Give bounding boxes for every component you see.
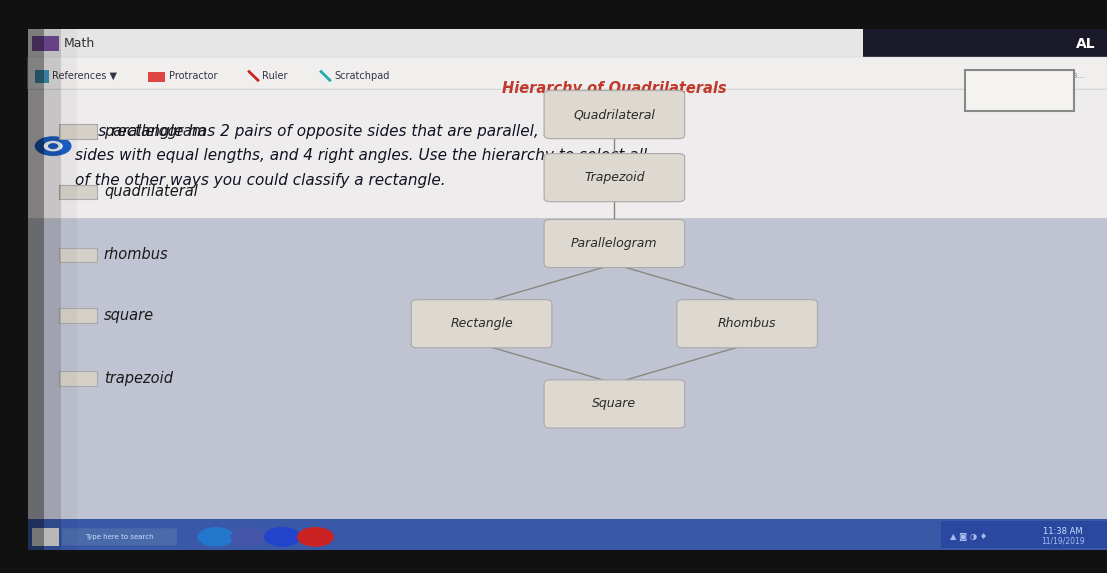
- FancyBboxPatch shape: [545, 91, 684, 139]
- FancyBboxPatch shape: [941, 521, 1107, 548]
- Text: Protractor: Protractor: [169, 71, 218, 81]
- FancyBboxPatch shape: [28, 89, 1107, 218]
- FancyBboxPatch shape: [28, 519, 1107, 550]
- FancyBboxPatch shape: [28, 29, 1107, 57]
- FancyBboxPatch shape: [0, 0, 28, 573]
- FancyBboxPatch shape: [35, 70, 49, 83]
- Circle shape: [35, 137, 71, 155]
- Text: Quadrilateral: Quadrilateral: [573, 108, 655, 121]
- FancyBboxPatch shape: [59, 185, 97, 199]
- Text: trapezoid: trapezoid: [104, 371, 173, 386]
- FancyBboxPatch shape: [59, 308, 97, 323]
- FancyBboxPatch shape: [0, 550, 1107, 573]
- Text: Parallelogram: Parallelogram: [571, 237, 658, 250]
- Text: Type here to search: Type here to search: [85, 534, 154, 540]
- FancyBboxPatch shape: [148, 72, 165, 82]
- Circle shape: [298, 528, 333, 546]
- FancyBboxPatch shape: [28, 29, 44, 550]
- Circle shape: [231, 528, 267, 546]
- Text: Trapezoid: Trapezoid: [584, 171, 644, 184]
- FancyBboxPatch shape: [59, 371, 97, 386]
- Text: www.k.123...: www.k.123...: [1039, 73, 1085, 79]
- Text: of the other ways you could classify a rectangle.: of the other ways you could classify a r…: [75, 173, 446, 188]
- Text: Math: Math: [64, 37, 95, 50]
- FancyBboxPatch shape: [59, 248, 97, 262]
- Text: Rhombus: Rhombus: [718, 317, 776, 330]
- Text: Square: Square: [592, 398, 637, 410]
- Text: rhombus: rhombus: [104, 248, 168, 262]
- Circle shape: [198, 528, 234, 546]
- Text: ▲ ◙ ◑ ♦: ▲ ◙ ◑ ♦: [950, 532, 987, 541]
- Text: quadrilateral: quadrilateral: [104, 185, 198, 199]
- FancyBboxPatch shape: [545, 154, 684, 202]
- Circle shape: [44, 142, 62, 151]
- FancyBboxPatch shape: [863, 29, 1107, 57]
- Circle shape: [265, 528, 300, 546]
- Text: square: square: [104, 308, 154, 323]
- FancyBboxPatch shape: [545, 380, 684, 428]
- Circle shape: [49, 144, 58, 148]
- FancyBboxPatch shape: [28, 218, 1107, 550]
- FancyBboxPatch shape: [28, 57, 1107, 89]
- FancyBboxPatch shape: [32, 36, 59, 51]
- Text: 11:38 AM: 11:38 AM: [1043, 527, 1083, 536]
- FancyBboxPatch shape: [677, 300, 817, 348]
- Text: Scratchpad: Scratchpad: [334, 71, 390, 81]
- Text: Ruler: Ruler: [262, 71, 288, 81]
- FancyBboxPatch shape: [32, 528, 59, 546]
- FancyBboxPatch shape: [0, 0, 1107, 29]
- Text: This rectangle has 2 pairs of opposite sides that are parallel, 2 pairs of: This rectangle has 2 pairs of opposite s…: [75, 124, 615, 139]
- FancyBboxPatch shape: [59, 124, 97, 139]
- FancyBboxPatch shape: [545, 219, 684, 268]
- Text: References ▼: References ▼: [52, 71, 117, 81]
- Text: sides with equal lengths, and 4 right angles. Use the hierarchy to select all: sides with equal lengths, and 4 right an…: [75, 148, 648, 163]
- FancyBboxPatch shape: [28, 29, 61, 550]
- Text: Hierarchy of Quadrilaterals: Hierarchy of Quadrilaterals: [503, 81, 726, 96]
- FancyBboxPatch shape: [965, 70, 1074, 111]
- FancyBboxPatch shape: [62, 528, 177, 545]
- FancyBboxPatch shape: [412, 300, 551, 348]
- Text: Rectangle: Rectangle: [451, 317, 513, 330]
- Text: AL: AL: [1076, 37, 1096, 50]
- Text: 11/19/2019: 11/19/2019: [1041, 537, 1085, 546]
- Text: parallelogram: parallelogram: [104, 124, 206, 139]
